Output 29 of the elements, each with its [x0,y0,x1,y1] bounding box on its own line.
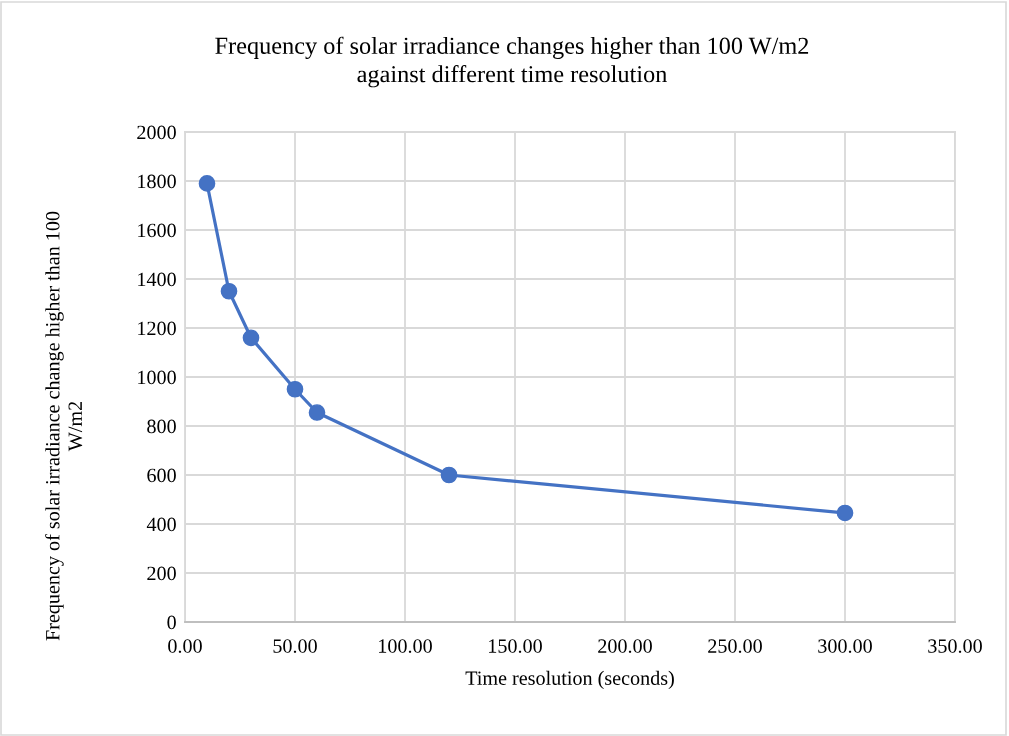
point [286,380,304,398]
x-tick-label: 150.00 [489,639,542,653]
point [836,504,854,522]
y-tick-label: 800 [147,419,176,434]
x-tick-label: 250.00 [708,639,762,653]
point [440,466,458,484]
y-axis-title: Frequency of solar irradiance change higher than 100 W/m2 [45,211,83,641]
y-tick-label: 0 [167,615,176,630]
x-tick-label: 100.00 [379,639,432,653]
x-tick-label: 300.00 [818,639,872,653]
y-tick-label: 1600 [138,223,176,238]
point [308,404,326,421]
y-tick-label: 600 [147,468,176,483]
y-tick-label: 1400 [138,272,176,287]
point [198,175,216,192]
point [242,329,260,347]
y-tick-label: 200 [147,566,176,581]
x-tick-label: 350.00 [928,639,982,653]
point [220,282,238,300]
y-tick-label: 1000 [138,370,176,385]
y-tick-label: 400 [146,517,176,532]
y-tick-label: 1200 [138,321,176,336]
x-axis-title: Time resolution (seconds) [465,670,674,690]
x-tick-label: 50.00 [273,639,317,653]
y-tick-label: 2000 [137,125,176,140]
x-tick-label: 200.00 [598,639,652,653]
x-tick-label: 0.00 [168,639,202,653]
chart-title: Frequency of solar irradiance changes higher than 100 W/m2 against different time resolution [215,36,809,88]
y-tick-label: 1800 [138,174,176,189]
